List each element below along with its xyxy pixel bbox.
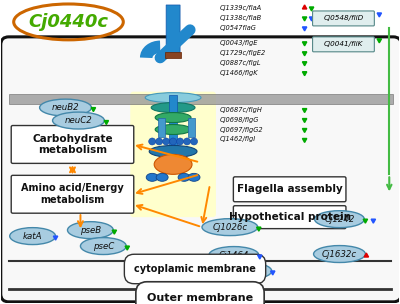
Polygon shape	[112, 230, 116, 234]
Polygon shape	[371, 219, 376, 223]
Ellipse shape	[154, 154, 192, 174]
Text: neuB2: neuB2	[52, 103, 79, 112]
Polygon shape	[377, 13, 382, 17]
Ellipse shape	[149, 138, 156, 145]
Text: Carbohydrate
metabolism: Carbohydrate metabolism	[32, 134, 113, 155]
FancyBboxPatch shape	[130, 92, 216, 217]
FancyBboxPatch shape	[1, 37, 400, 302]
Text: Cj1466/flgK: Cj1466/flgK	[220, 70, 258, 76]
Ellipse shape	[151, 103, 195, 112]
Ellipse shape	[68, 222, 113, 239]
Ellipse shape	[80, 238, 126, 254]
Text: Cj0548/fliD: Cj0548/fliD	[323, 16, 364, 21]
Ellipse shape	[188, 173, 200, 181]
Polygon shape	[309, 7, 314, 11]
Ellipse shape	[163, 138, 170, 145]
Ellipse shape	[10, 228, 56, 245]
Ellipse shape	[52, 112, 104, 129]
Ellipse shape	[202, 219, 258, 236]
Text: Cj0697/flgG2: Cj0697/flgG2	[220, 126, 264, 133]
Polygon shape	[302, 62, 307, 66]
Text: neuC2: neuC2	[64, 116, 92, 125]
Polygon shape	[302, 139, 307, 143]
Ellipse shape	[314, 246, 365, 262]
FancyBboxPatch shape	[166, 5, 180, 57]
Text: Hypothetical protein: Hypothetical protein	[229, 212, 351, 222]
Polygon shape	[302, 27, 307, 31]
Text: cytoplamic membrane: cytoplamic membrane	[134, 264, 256, 274]
Polygon shape	[258, 255, 262, 259]
Ellipse shape	[178, 173, 190, 181]
FancyBboxPatch shape	[233, 206, 346, 229]
Text: Cj0041/fliK: Cj0041/fliK	[324, 41, 363, 47]
Text: Cj1465: Cj1465	[232, 267, 262, 275]
Text: Flagella assembly: Flagella assembly	[237, 184, 342, 194]
Text: Cj1338c/flaB: Cj1338c/flaB	[220, 15, 262, 21]
FancyBboxPatch shape	[233, 177, 346, 202]
Polygon shape	[125, 246, 130, 250]
Ellipse shape	[170, 138, 176, 145]
Ellipse shape	[146, 173, 158, 181]
Text: Cj0887c/flgL: Cj0887c/flgL	[220, 60, 262, 66]
Ellipse shape	[149, 145, 197, 157]
Polygon shape	[302, 52, 307, 56]
Text: Cj1339c/flaA: Cj1339c/flaA	[220, 5, 262, 11]
Text: Outer membrane: Outer membrane	[147, 293, 253, 303]
Ellipse shape	[184, 138, 190, 145]
Ellipse shape	[314, 211, 364, 228]
Text: Cj1729c/flgE2: Cj1729c/flgE2	[220, 50, 266, 56]
Bar	[165, 52, 181, 58]
Ellipse shape	[155, 112, 191, 123]
Polygon shape	[309, 17, 314, 21]
Ellipse shape	[209, 247, 259, 264]
Polygon shape	[302, 109, 307, 112]
Text: Cj0043/flgE: Cj0043/flgE	[220, 40, 258, 46]
Polygon shape	[363, 219, 368, 223]
Text: Cj1462/flgI: Cj1462/flgI	[220, 136, 256, 143]
Text: Cj1242: Cj1242	[324, 215, 355, 224]
Polygon shape	[302, 42, 307, 46]
Text: Cj0440c: Cj0440c	[28, 13, 108, 31]
Polygon shape	[364, 253, 368, 257]
Polygon shape	[302, 129, 307, 133]
FancyBboxPatch shape	[312, 11, 374, 26]
Text: Cj1026c: Cj1026c	[212, 223, 248, 232]
Ellipse shape	[190, 138, 198, 145]
Ellipse shape	[222, 262, 272, 279]
Ellipse shape	[156, 173, 168, 181]
Text: pseB: pseB	[80, 226, 101, 235]
Ellipse shape	[40, 99, 92, 116]
Polygon shape	[104, 121, 108, 125]
FancyBboxPatch shape	[312, 37, 374, 52]
Text: Cj1464: Cj1464	[219, 250, 249, 260]
Text: Cj1632c: Cj1632c	[322, 250, 357, 258]
Text: Cj0547flaG: Cj0547flaG	[220, 25, 257, 31]
Polygon shape	[302, 17, 307, 21]
Polygon shape	[53, 236, 58, 240]
Text: pseC: pseC	[93, 242, 114, 250]
Text: katA: katA	[23, 232, 42, 240]
FancyBboxPatch shape	[11, 126, 134, 163]
Ellipse shape	[145, 93, 201, 103]
Ellipse shape	[176, 138, 184, 145]
Polygon shape	[91, 108, 96, 112]
Ellipse shape	[155, 125, 191, 134]
FancyBboxPatch shape	[11, 175, 134, 213]
Polygon shape	[377, 39, 382, 43]
Text: Cj0698/flgG: Cj0698/flgG	[220, 116, 259, 123]
Bar	[9, 94, 393, 104]
Bar	[188, 118, 195, 137]
Bar	[169, 95, 177, 154]
Text: Amino acid/Energy
metabolism: Amino acid/Energy metabolism	[21, 183, 124, 205]
Text: Cj0687c/flgH: Cj0687c/flgH	[220, 107, 263, 112]
Polygon shape	[270, 271, 275, 275]
Polygon shape	[302, 119, 307, 123]
Ellipse shape	[156, 138, 163, 145]
Bar	[158, 118, 165, 137]
Polygon shape	[302, 5, 307, 9]
Polygon shape	[302, 72, 307, 76]
Polygon shape	[256, 227, 261, 231]
